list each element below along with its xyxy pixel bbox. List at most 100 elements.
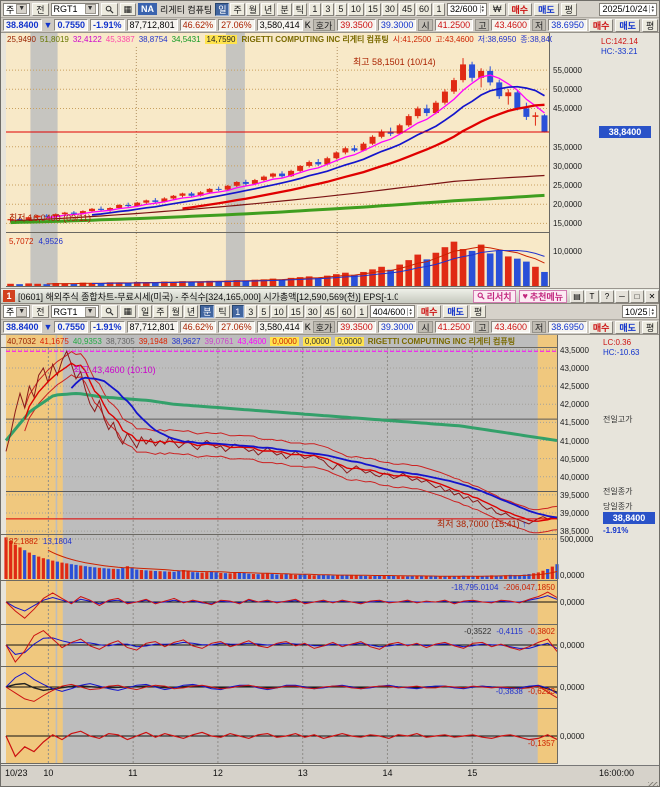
window-titlebar[interactable]: 1 [0601] 해외주식 종합차트-무료시세(미국) - 주식수[324,16…	[1, 288, 659, 304]
last-price: 38.8400	[3, 321, 42, 333]
buy-button[interactable]: 매수	[416, 305, 442, 318]
stock-list-button[interactable]: ▦	[119, 305, 137, 318]
daily-chart-canvas[interactable]	[1, 33, 660, 288]
y-axis-tick: 0,0000	[560, 641, 585, 650]
flat-button[interactable]: 평	[641, 18, 659, 32]
ma-legend-values: 25,9490 51,8019 32,4122 45,3387 38,8754 34,54…	[7, 35, 238, 44]
intraday-chart-canvas[interactable]	[1, 335, 660, 765]
research-button[interactable]: 리서치	[472, 289, 516, 303]
spinner-icon[interactable]: ▴ ▾	[407, 306, 412, 317]
jeon-button[interactable]: 전	[32, 305, 49, 318]
legend-value: 종:38,8400	[520, 35, 552, 44]
x-axis-label: 13	[297, 768, 308, 778]
legend-value: 39,1948	[138, 337, 168, 346]
currency-button[interactable]: ₩	[489, 2, 506, 16]
intraday-chart-panel[interactable]: 40,7032 41,1675 40,9353 38,7305 39,1948 38,96…	[1, 335, 660, 781]
chart-date-input[interactable]: 10/25 ▴ ▾	[621, 305, 657, 318]
period-type-select[interactable]: 주 ▼	[3, 2, 31, 16]
period-button-3[interactable]: 년	[183, 305, 199, 318]
minute-tick-button-0[interactable]: 분	[277, 2, 292, 16]
titlebar-tool-button-1[interactable]: T	[585, 289, 599, 303]
sell-button[interactable]: 매도	[615, 18, 640, 32]
flat-button[interactable]: 평	[641, 320, 659, 334]
minute-tick-button-1[interactable]: 틱	[292, 2, 307, 16]
interval-button-6[interactable]: 45	[398, 2, 415, 16]
interval-button-0[interactable]: 1	[308, 2, 321, 16]
titlebar-tool-button-2[interactable]: ?	[600, 289, 614, 303]
minute-tick-button-0[interactable]: 분	[200, 305, 215, 318]
period-button-3[interactable]: 년	[261, 2, 276, 16]
minimize-button[interactable]: ─	[615, 289, 629, 303]
interval-button-7[interactable]: 60	[338, 305, 355, 318]
hoga-label: 호가	[312, 19, 336, 31]
interval-button-4[interactable]: 15	[364, 2, 381, 16]
buy-button[interactable]: 매수	[588, 320, 614, 334]
today-close-label: 당일종가	[603, 502, 633, 511]
jeon-button[interactable]: 전	[32, 2, 49, 16]
interval-button-6[interactable]: 45	[321, 305, 338, 318]
buy-button[interactable]: 매수	[588, 18, 614, 32]
amount-value: 3,580,414	[256, 321, 303, 333]
flat-button[interactable]: 평	[469, 305, 487, 318]
spinner-icon[interactable]: ▴ ▾	[649, 4, 654, 14]
bar-count-input[interactable]: 404/600 ▴ ▾	[369, 305, 415, 318]
down-arrow-icon: ▼	[43, 20, 53, 30]
sell-button[interactable]: 매도	[615, 320, 640, 334]
close-button[interactable]: ✕	[645, 289, 659, 303]
period-button-0[interactable]: 일	[138, 305, 153, 318]
period-button-2[interactable]: 월	[245, 2, 261, 16]
bar-count-input[interactable]: 32/600 ▴ ▾	[446, 2, 488, 16]
period-button-1[interactable]: 주	[153, 305, 168, 318]
legend-value: -206,047,1850	[503, 583, 555, 592]
buy-button[interactable]: 매수	[507, 2, 533, 16]
interval-button-8[interactable]: 1	[355, 305, 368, 318]
period-type-select[interactable]: 주 ▼	[3, 305, 31, 318]
symbol-search-button[interactable]	[100, 2, 118, 16]
interval-button-1[interactable]: 3	[244, 305, 257, 318]
symbol-search-button[interactable]	[100, 305, 118, 318]
legend-value: 51,8019	[39, 35, 69, 44]
grid-icon: ▦	[123, 3, 133, 14]
symbol-input[interactable]: RGT1 ▼	[50, 2, 99, 16]
resize-grip[interactable]	[648, 782, 658, 786]
low-label: 저	[532, 19, 547, 31]
interval-button-2[interactable]: 5	[257, 305, 270, 318]
interval-button-7[interactable]: 60	[415, 2, 432, 16]
maximize-button[interactable]: □	[630, 289, 644, 303]
interval-button-5[interactable]: 30	[381, 2, 398, 16]
daily-chart-panel[interactable]: 25,9490 51,8019 32,4122 45,3387 38,8754 34,54…	[1, 33, 660, 288]
period-button-1[interactable]: 주	[230, 2, 245, 16]
sell-button[interactable]: 매도	[534, 2, 559, 16]
period-button-2[interactable]: 월	[168, 305, 183, 318]
interval-button-1[interactable]: 3	[321, 2, 334, 16]
indicator5-values: -0,1357	[528, 739, 555, 748]
interval-button-3[interactable]: 10	[270, 305, 287, 318]
interval-button-3[interactable]: 10	[347, 2, 364, 16]
legend-value: 39,0761	[204, 337, 234, 346]
interval-button-5[interactable]: 30	[304, 305, 321, 318]
symbol-input[interactable]: RGT1 ▼	[50, 305, 99, 318]
stock-list-button[interactable]: ▦	[119, 2, 137, 16]
y-axis-tick: 43,5000	[560, 345, 589, 355]
interval-button-2[interactable]: 5	[334, 2, 347, 16]
chevron-down-icon: ▼	[16, 4, 28, 14]
flat-button[interactable]: 평	[560, 2, 577, 16]
stock-title: RIGETTI COMPUTING INC 리게티 컴퓨팅	[241, 35, 389, 44]
legend-value: 38,9627	[171, 337, 201, 346]
interval-button-8[interactable]: 1	[432, 2, 445, 16]
spinner-icon[interactable]: ▴ ▾	[479, 4, 485, 14]
minute-tick-button-1[interactable]: 틱	[215, 305, 230, 318]
period-button-0[interactable]: 일	[215, 2, 230, 16]
ratio-1: 46.62%	[179, 321, 217, 333]
interval-button-0[interactable]: 1	[231, 305, 244, 318]
recommend-menu-button[interactable]: ♥ 추천메뉴	[518, 289, 567, 303]
chart-date-input[interactable]: 2025/10/24 ▴ ▾	[599, 2, 657, 16]
sell-button[interactable]: 매도	[443, 305, 468, 318]
interval-button-4[interactable]: 15	[287, 305, 304, 318]
spinner-icon[interactable]: ▴ ▾	[649, 306, 654, 317]
titlebar-tool-button-0[interactable]: ▤	[570, 289, 584, 303]
